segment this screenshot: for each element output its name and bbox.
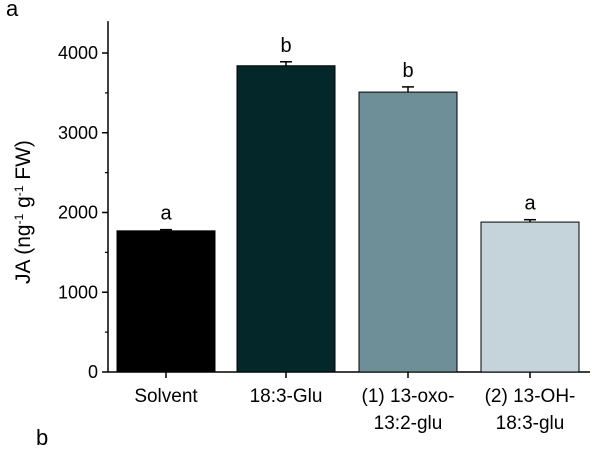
y-axis-label: JA (ng-1 g-1 FW) <box>12 140 35 284</box>
y-axis: 0 1000 2000 3000 4000 <box>58 21 109 382</box>
y-tick-label: 2000 <box>58 203 98 223</box>
x-tick-label: 18:3-Glu <box>250 386 323 407</box>
panel-label-a: a <box>6 0 19 21</box>
y-tick-label: 1000 <box>58 282 98 302</box>
significance-label: b <box>402 60 413 82</box>
significance-label: b <box>280 35 291 57</box>
y-tick-label: 0 <box>88 362 98 382</box>
bar <box>236 65 336 373</box>
significance-label: a <box>160 203 172 225</box>
x-tick-label: Solvent <box>134 386 198 407</box>
y-tick-label: 3000 <box>58 123 98 143</box>
x-tick-label: (1) 13-oxo- <box>362 386 455 407</box>
x-tick-label: 18:3-glu <box>496 413 565 434</box>
panel-label-b: b <box>36 425 49 450</box>
bar <box>358 91 458 373</box>
bar <box>116 230 216 373</box>
significance-label: a <box>524 193 536 215</box>
y-tick-label: 4000 <box>58 43 98 63</box>
bars: a b b a <box>116 35 580 373</box>
bar <box>480 221 580 373</box>
x-axis: Solvent 18:3-Glu (1) 13-oxo- 13:2-glu (2) 13… <box>108 371 590 434</box>
x-tick-label: 13:2-glu <box>374 413 443 434</box>
x-tick-label: (2) 13-OH- <box>485 386 576 407</box>
